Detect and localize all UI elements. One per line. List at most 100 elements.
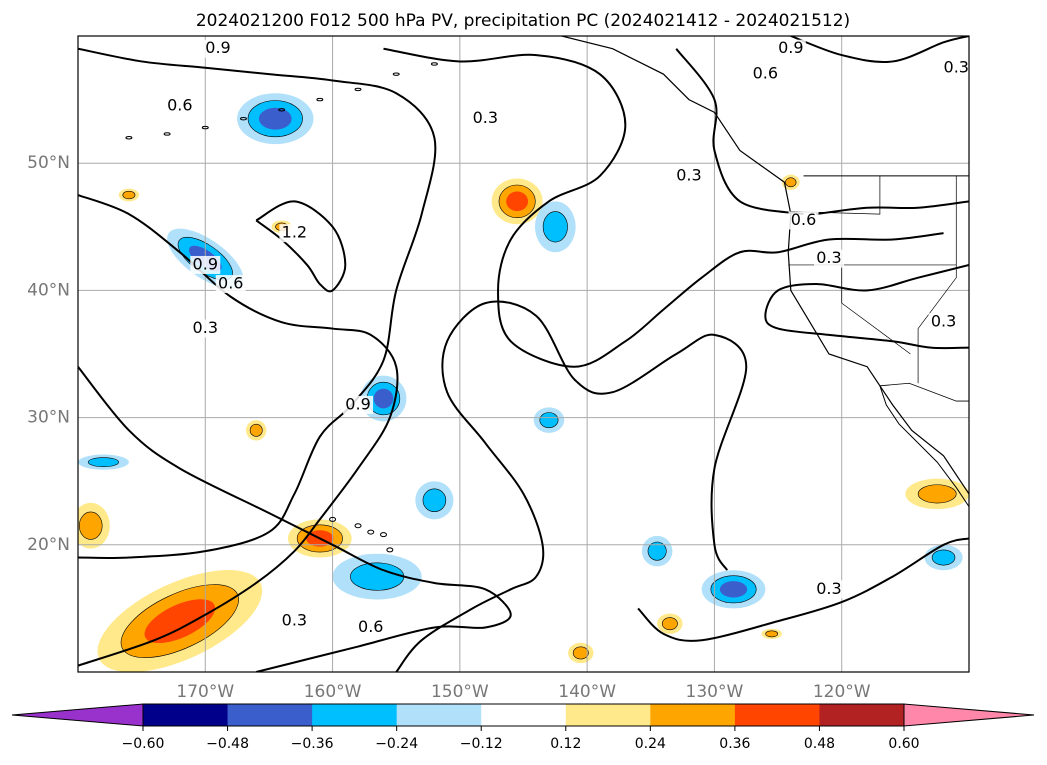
pv-contour-line — [383, 47, 944, 368]
pv-contour-line — [637, 537, 969, 642]
contour-label: 0.3 — [193, 318, 218, 337]
island — [367, 529, 375, 535]
colorbar-segment — [481, 704, 567, 726]
contour-label-bg — [343, 395, 374, 414]
coastline — [125, 36, 969, 553]
precip-ring — [542, 211, 568, 243]
precip-ring — [258, 107, 292, 130]
contour-label-bg — [279, 224, 310, 243]
precip-ring — [87, 457, 120, 467]
contour-label-bg — [788, 211, 819, 230]
precip-blob — [641, 535, 673, 567]
precip-blob — [905, 478, 969, 510]
pv-contour-line — [78, 194, 399, 667]
state-border — [841, 264, 911, 355]
precip-blob — [78, 502, 110, 549]
contour-label: 0.9 — [193, 254, 218, 273]
contour-label: 0.3 — [676, 165, 701, 184]
latitude-tick-label: 40°N — [27, 280, 70, 300]
pv-contours — [78, 36, 969, 672]
colorbar: −0.60 −0.48 −0.36 −0.24 −0.12 0.12 0.24 0.36 0.4… — [11, 703, 1035, 752]
longitude-tick-label: 170°W — [176, 682, 234, 702]
precip-ring — [144, 599, 216, 644]
precip-blob — [332, 553, 422, 600]
contour-label-bg — [470, 109, 501, 128]
latitude-tick-label: 30°N — [27, 408, 70, 428]
contour-label: 0.3 — [931, 312, 956, 331]
latitude-tick-label: 20°N — [27, 535, 70, 555]
longitude-tick-label: 130°W — [686, 682, 744, 702]
colorbar-tick-label: −0.24 — [375, 736, 418, 752]
island — [316, 97, 324, 102]
island — [354, 87, 362, 92]
precip-ring — [647, 541, 667, 561]
map-area: 0.90.90.60.31.20.60.90.30.30.90.6 0.30.60… — [78, 36, 969, 672]
contour-label-bg — [279, 612, 310, 631]
contour-label: 0.6 — [791, 210, 816, 229]
precip-blob — [533, 407, 565, 433]
precip-ring — [917, 484, 957, 504]
island — [379, 532, 387, 538]
latitude-tick-label: 50°N — [27, 153, 70, 173]
contour-label: 0.3 — [816, 579, 841, 598]
precip-ring — [122, 190, 136, 200]
colorbar-extend-low — [11, 703, 144, 727]
contour-label: 1.2 — [282, 223, 307, 242]
colorbar-segment — [565, 704, 651, 726]
contour-label: 0.3 — [473, 108, 498, 127]
contour-label-bg — [941, 58, 969, 77]
colorbar-segment — [734, 704, 820, 726]
island — [329, 516, 337, 522]
island — [392, 72, 400, 76]
precip-ring — [539, 412, 559, 429]
colorbar-tick-label: −0.12 — [460, 736, 503, 752]
longitude-tick-label: 140°W — [558, 682, 616, 702]
island — [201, 125, 209, 130]
precip-blob — [415, 481, 454, 520]
colorbar-tick-label: 0.48 — [804, 736, 835, 752]
border-us-mexico — [879, 382, 969, 402]
colorbar-frame — [142, 703, 905, 727]
contour-label: 0.3 — [282, 611, 307, 630]
contour-label-bg — [813, 249, 844, 268]
precip-blob — [118, 188, 140, 202]
precip-blob — [237, 93, 314, 145]
precip-ring — [719, 581, 748, 598]
contour-label-bg — [164, 96, 195, 115]
pv-contour-line — [790, 36, 969, 63]
longitude-tick-labels: 170°W 160°W 150°W 140°W 130°W 120°W — [176, 682, 870, 702]
colorbar-segment — [650, 704, 736, 726]
pv-contour-line — [764, 263, 969, 350]
precip-ring — [249, 423, 263, 437]
contour-label: 0.6 — [167, 95, 192, 114]
island — [354, 523, 362, 529]
precip-blob — [568, 642, 594, 664]
map-frame — [77, 35, 970, 673]
contour-label-bg — [813, 580, 844, 599]
colorbar-tick-label: 0.60 — [888, 736, 919, 752]
precip-blob — [78, 454, 129, 470]
precip-ring — [931, 549, 956, 566]
precip-ring — [373, 388, 394, 409]
pv-contour-line — [675, 48, 804, 216]
contour-label-bg — [928, 313, 959, 332]
precip-ring — [78, 511, 103, 540]
contour-label-bg — [190, 319, 221, 338]
colorbar-segment — [396, 704, 482, 726]
contour-label-bg — [190, 255, 221, 274]
pv-contour-line — [816, 200, 969, 216]
contour-label: 0.9 — [778, 38, 803, 57]
contour-label: 0.6 — [753, 64, 778, 83]
pv-contour-labels: 0.90.90.60.31.20.60.90.30.30.90.6 0.30.60… — [164, 38, 969, 637]
precip-blob — [924, 544, 963, 571]
contour-label: 0.9 — [345, 394, 370, 413]
colorbar-tick-label: −0.36 — [291, 736, 334, 752]
island — [386, 547, 394, 553]
contour-label: 0.6 — [218, 274, 243, 293]
precip-ring — [506, 191, 529, 212]
contour-label-bg — [355, 618, 386, 637]
colorbar-tick-label: 0.12 — [550, 736, 581, 752]
coastline-baja — [879, 385, 969, 507]
map-background — [78, 36, 969, 672]
precip-ring — [765, 630, 779, 638]
